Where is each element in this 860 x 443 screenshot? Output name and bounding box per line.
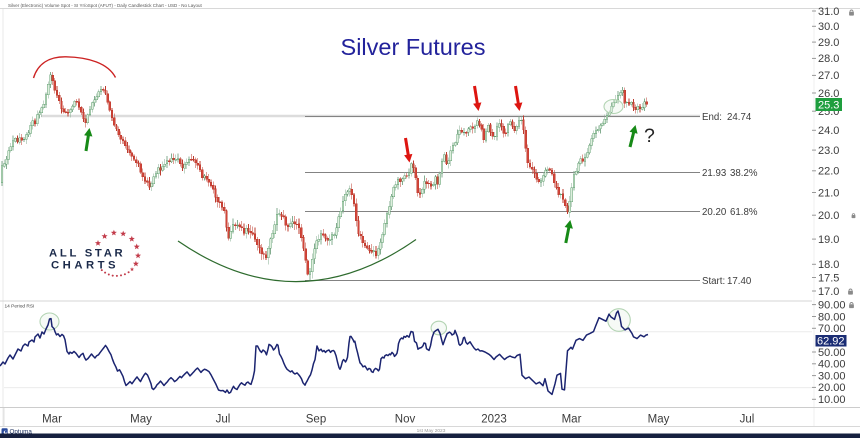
svg-text:Silver (Electronic) Volume Spo: Silver (Electronic) Volume Spot - SI Yr/… <box>8 3 202 8</box>
svg-text:21.0: 21.0 <box>818 187 839 199</box>
svg-text:90.00: 90.00 <box>818 299 846 311</box>
svg-text:17.0: 17.0 <box>818 286 839 298</box>
svg-text:Mar: Mar <box>562 414 582 426</box>
svg-text:24.0: 24.0 <box>818 125 839 137</box>
svg-text:26.0: 26.0 <box>818 88 839 100</box>
svg-text:Sep: Sep <box>306 414 326 426</box>
svg-text:38.2%: 38.2% <box>730 168 758 179</box>
svg-text:30.00: 30.00 <box>818 370 846 382</box>
svg-text:?: ? <box>644 125 655 147</box>
svg-text:62.92: 62.92 <box>817 336 845 348</box>
svg-text:Jul: Jul <box>216 414 231 426</box>
svg-text:80.00: 80.00 <box>818 311 846 323</box>
svg-text:18.0: 18.0 <box>818 259 839 271</box>
svg-text:27.0: 27.0 <box>818 70 839 82</box>
svg-text:Optuma: Optuma <box>10 428 33 435</box>
svg-text:29.0: 29.0 <box>818 37 839 49</box>
svg-text:28.0: 28.0 <box>818 53 839 65</box>
svg-text:CHARTS: CHARTS <box>51 260 119 272</box>
svg-text:May: May <box>648 414 670 426</box>
svg-text:40.00: 40.00 <box>818 359 846 371</box>
svg-text:Jul: Jul <box>740 414 755 426</box>
svg-text:Silver Futures: Silver Futures <box>341 34 486 60</box>
svg-text:20.20: 20.20 <box>702 207 727 218</box>
svg-text:17.5: 17.5 <box>818 272 839 284</box>
svg-text:30.0: 30.0 <box>818 21 839 33</box>
svg-text:61.8%: 61.8% <box>730 207 758 218</box>
svg-text:20.0: 20.0 <box>818 210 839 222</box>
svg-text:May: May <box>130 414 152 426</box>
svg-text:20.00: 20.00 <box>818 382 846 394</box>
svg-text:22.0: 22.0 <box>818 166 839 178</box>
svg-text:End:: End: <box>702 112 722 123</box>
svg-text:19.0: 19.0 <box>818 234 839 246</box>
svg-text:14 Period RSI: 14 Period RSI <box>5 304 35 310</box>
svg-text:50.00: 50.00 <box>818 347 846 359</box>
svg-text:31.0: 31.0 <box>818 6 839 18</box>
svg-text:23.0: 23.0 <box>818 145 839 157</box>
svg-text:Nov: Nov <box>395 414 416 426</box>
svg-text:21.93: 21.93 <box>702 168 726 179</box>
svg-text:25.3: 25.3 <box>818 100 839 112</box>
svg-text:Start:: Start: <box>702 276 725 287</box>
svg-text:70.00: 70.00 <box>818 323 846 335</box>
svg-text:Mar: Mar <box>42 414 62 426</box>
svg-text:10.00: 10.00 <box>818 394 846 406</box>
svg-text:2023: 2023 <box>481 414 507 426</box>
svg-text:17.40: 17.40 <box>727 276 752 287</box>
svg-text:ALL STAR: ALL STAR <box>49 248 125 260</box>
svg-text:24.74: 24.74 <box>727 112 752 123</box>
svg-text:1st May 2023: 1st May 2023 <box>417 428 446 434</box>
